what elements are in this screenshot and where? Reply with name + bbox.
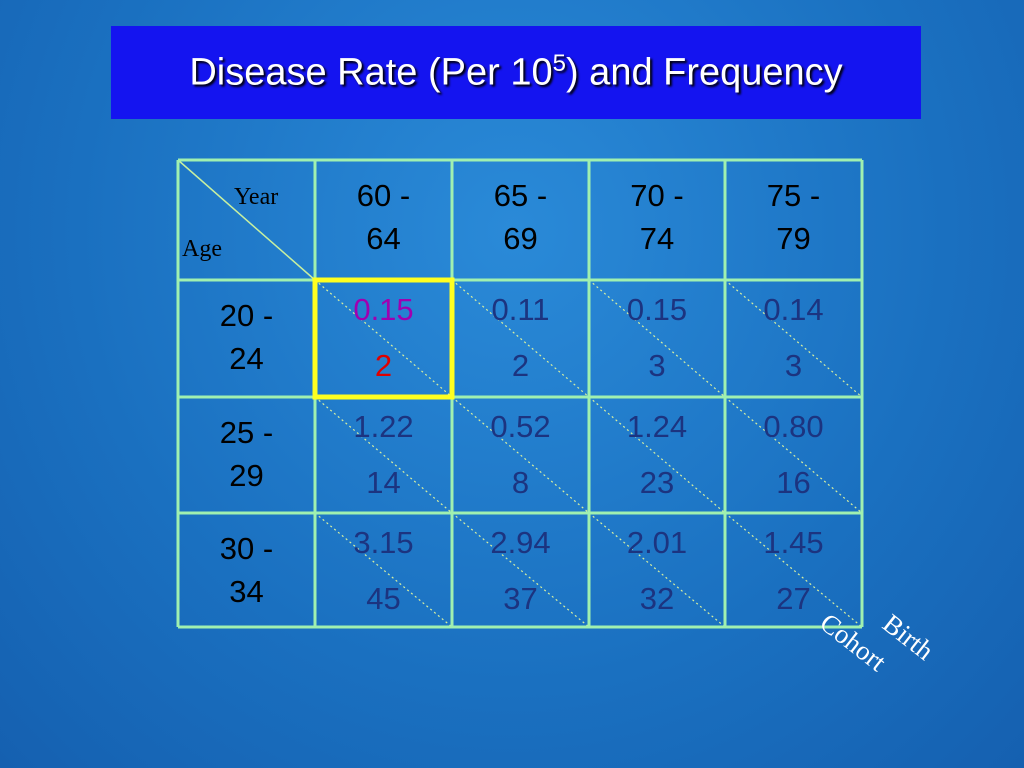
data-cell: 0.14 3	[725, 280, 862, 397]
corner-column-label: Year	[234, 184, 279, 210]
column-header: 75 - 79	[725, 160, 862, 280]
data-cell: 0.11 2	[452, 280, 589, 397]
count: 2	[374, 347, 393, 383]
count: 14	[366, 464, 401, 500]
count: 37	[503, 580, 538, 616]
rate: 1.24	[626, 409, 688, 444]
rate: 3.15	[353, 525, 414, 560]
data-cell: 0.15 2	[315, 280, 452, 397]
column-header-text: 70 - 74	[630, 178, 684, 257]
row-header: 20 - 24	[178, 280, 315, 397]
row-header-text: 25 - 29	[219, 415, 274, 494]
row-header-text: 20 - 24	[219, 298, 274, 377]
row-header: 30 - 34	[178, 513, 315, 627]
corner-diagonal	[177, 159, 316, 281]
cohort-diagonal	[314, 279, 453, 398]
rate: 0.80	[763, 409, 824, 444]
rate: 0.11	[491, 292, 550, 327]
rate: 1.22	[353, 409, 414, 444]
count: 16	[776, 464, 811, 500]
count: 32	[639, 580, 675, 616]
data-cell: 2.01 32	[589, 513, 725, 627]
title: Disease Rate (Per 105) and Frequency	[189, 50, 842, 95]
cohort-diagonal	[451, 279, 590, 398]
rate: 0.15	[626, 292, 688, 327]
data-cell: 2.94 37	[452, 513, 589, 627]
corner-row-label: Age	[182, 236, 222, 262]
column-header-text: 60 - 64	[356, 178, 411, 257]
rate: 0.52	[490, 409, 551, 444]
column-header: 65 - 69	[452, 160, 589, 280]
row-header-text: 30 - 34	[219, 531, 274, 610]
count: 2	[511, 347, 530, 383]
column-header: 70 - 74	[589, 160, 725, 280]
data-cell: 1.45 27	[725, 513, 862, 627]
data-cell: 1.22 14	[315, 397, 452, 513]
data-cell: 3.15 45	[315, 513, 452, 627]
count: 8	[511, 464, 530, 500]
rate: 2.94	[490, 525, 551, 560]
count: 3	[784, 347, 803, 383]
row-header: 25 - 29	[178, 397, 315, 513]
rate: 1.45	[763, 525, 824, 560]
rate: 0.14	[763, 292, 824, 327]
title-text: ) and Frequency	[565, 51, 843, 94]
column-header-text: 65 - 69	[493, 178, 548, 257]
count: 23	[639, 464, 675, 500]
column-header-text: 75 - 79	[766, 178, 821, 257]
count: 45	[366, 580, 401, 616]
count: 3	[648, 347, 666, 383]
title-superscript: 5	[552, 50, 566, 78]
count: 27	[776, 580, 811, 616]
rate: 0.15	[353, 292, 414, 327]
column-header: 60 - 64	[315, 160, 452, 280]
title-box: Disease Rate (Per 105) and Frequency	[111, 26, 921, 119]
data-cell: 1.24 23	[589, 397, 725, 513]
title-text: Disease Rate (Per 10	[189, 51, 553, 94]
data-cell: 0.52 8	[452, 397, 589, 513]
data-cell: 0.15 3	[589, 280, 725, 397]
data-cell: 0.80 16	[725, 397, 862, 513]
cohort-diagonal	[724, 279, 863, 398]
highlight-box	[312, 277, 455, 400]
rate: 2.01	[626, 525, 688, 560]
